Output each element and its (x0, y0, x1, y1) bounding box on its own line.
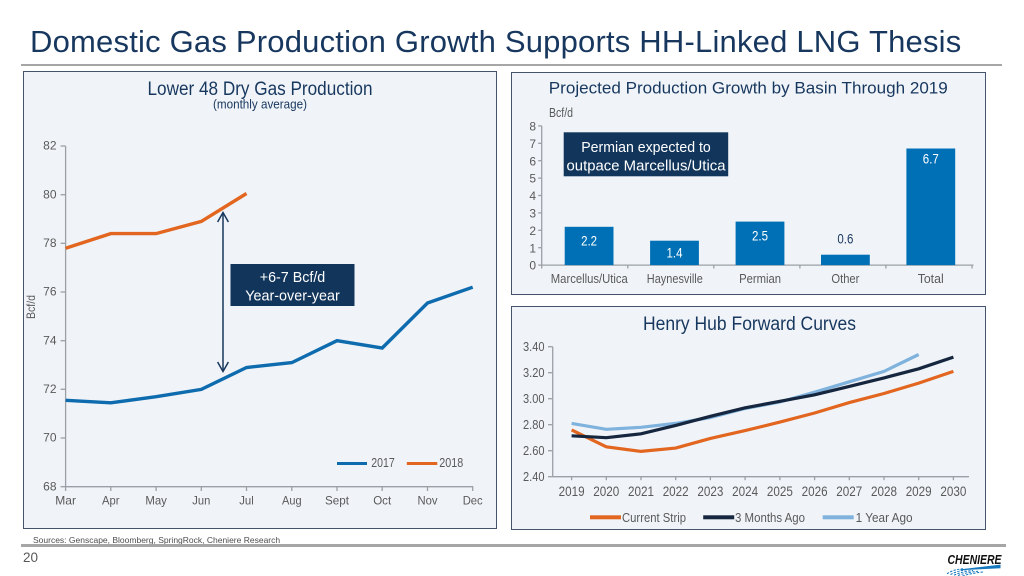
svg-text:Year-over-year: Year-over-year (245, 287, 340, 304)
svg-text:+6-7 Bcf/d: +6-7 Bcf/d (259, 269, 325, 286)
svg-text:6.7: 6.7 (922, 151, 938, 166)
svg-text:0: 0 (529, 258, 536, 272)
svg-text:Henry Hub Forward Curves: Henry Hub Forward Curves (643, 314, 856, 335)
svg-text:May: May (145, 493, 167, 507)
svg-text:68: 68 (43, 479, 57, 493)
svg-text:Permian: Permian (739, 271, 781, 286)
svg-text:3.00: 3.00 (523, 392, 545, 406)
svg-text:0.6: 0.6 (837, 231, 853, 246)
svg-text:2021: 2021 (628, 484, 654, 499)
svg-text:Oct: Oct (373, 493, 392, 507)
svg-text:Total: Total (917, 271, 943, 286)
svg-text:Nov: Nov (417, 493, 437, 507)
svg-text:2028: 2028 (871, 484, 897, 499)
svg-text:2018: 2018 (439, 456, 463, 470)
svg-text:2024: 2024 (732, 484, 758, 499)
svg-text:Dec: Dec (462, 493, 482, 507)
svg-text:3: 3 (529, 206, 536, 220)
svg-text:2026: 2026 (801, 484, 827, 499)
svg-text:6: 6 (529, 154, 536, 168)
svg-text:5: 5 (529, 171, 536, 185)
svg-text:Haynesville: Haynesville (646, 271, 702, 286)
svg-text:2027: 2027 (836, 484, 862, 499)
svg-text:2025: 2025 (766, 484, 792, 499)
svg-text:2030: 2030 (940, 484, 966, 499)
svg-text:2.40: 2.40 (523, 470, 545, 484)
svg-text:2: 2 (529, 223, 536, 237)
svg-text:CHENIERE: CHENIERE (948, 553, 1003, 567)
svg-text:8: 8 (529, 119, 536, 133)
svg-text:2.2: 2.2 (581, 233, 597, 248)
svg-text:70: 70 (43, 430, 57, 444)
svg-text:3.40: 3.40 (523, 340, 545, 354)
svg-text:2019: 2019 (558, 484, 584, 499)
svg-text:Bcf/d: Bcf/d (24, 295, 38, 319)
svg-text:82: 82 (43, 138, 57, 152)
svg-text:Jul: Jul (239, 493, 254, 507)
svg-text:Apr: Apr (102, 493, 120, 507)
svg-text:Lower 48 Dry Gas Production: Lower 48 Dry Gas Production (147, 79, 372, 100)
svg-text:76: 76 (43, 284, 57, 298)
svg-text:Jun: Jun (192, 493, 210, 507)
svg-text:Marcellus/Utica: Marcellus/Utica (550, 271, 628, 286)
svg-text:80: 80 (43, 187, 57, 201)
svg-text:2.5: 2.5 (752, 228, 768, 243)
svg-text:7: 7 (529, 136, 536, 150)
svg-text:3.20: 3.20 (523, 366, 545, 380)
svg-text:Sept: Sept (325, 493, 350, 507)
svg-text:3 Months Ago: 3 Months Ago (735, 510, 805, 525)
svg-text:2020: 2020 (593, 484, 619, 499)
svg-text:(monthly average): (monthly average) (213, 97, 307, 111)
svg-text:Permian expected to: Permian expected to (581, 140, 711, 156)
svg-text:2017: 2017 (371, 456, 395, 470)
svg-text:74: 74 (43, 333, 57, 347)
svg-text:Current Strip: Current Strip (622, 510, 686, 525)
svg-text:2.60: 2.60 (523, 444, 545, 458)
svg-text:outpace Marcellus/Utica: outpace Marcellus/Utica (566, 158, 726, 174)
svg-text:4: 4 (529, 189, 536, 203)
svg-text:Bcf/d: Bcf/d (549, 106, 573, 120)
svg-text:Projected Production Growth by: Projected Production Growth by Basin Thr… (548, 78, 947, 97)
svg-text:Aug: Aug (282, 493, 302, 507)
svg-text:Mar: Mar (55, 493, 76, 507)
svg-text:1.4: 1.4 (666, 245, 682, 260)
svg-text:Other: Other (831, 271, 860, 286)
svg-text:72: 72 (43, 382, 57, 396)
svg-text:2022: 2022 (662, 484, 688, 499)
svg-text:1 Year Ago: 1 Year Ago (855, 510, 912, 525)
svg-text:78: 78 (43, 236, 57, 250)
svg-text:1: 1 (529, 241, 536, 255)
svg-text:2023: 2023 (697, 484, 723, 499)
svg-text:2029: 2029 (905, 484, 931, 499)
svg-text:2.80: 2.80 (523, 418, 545, 432)
